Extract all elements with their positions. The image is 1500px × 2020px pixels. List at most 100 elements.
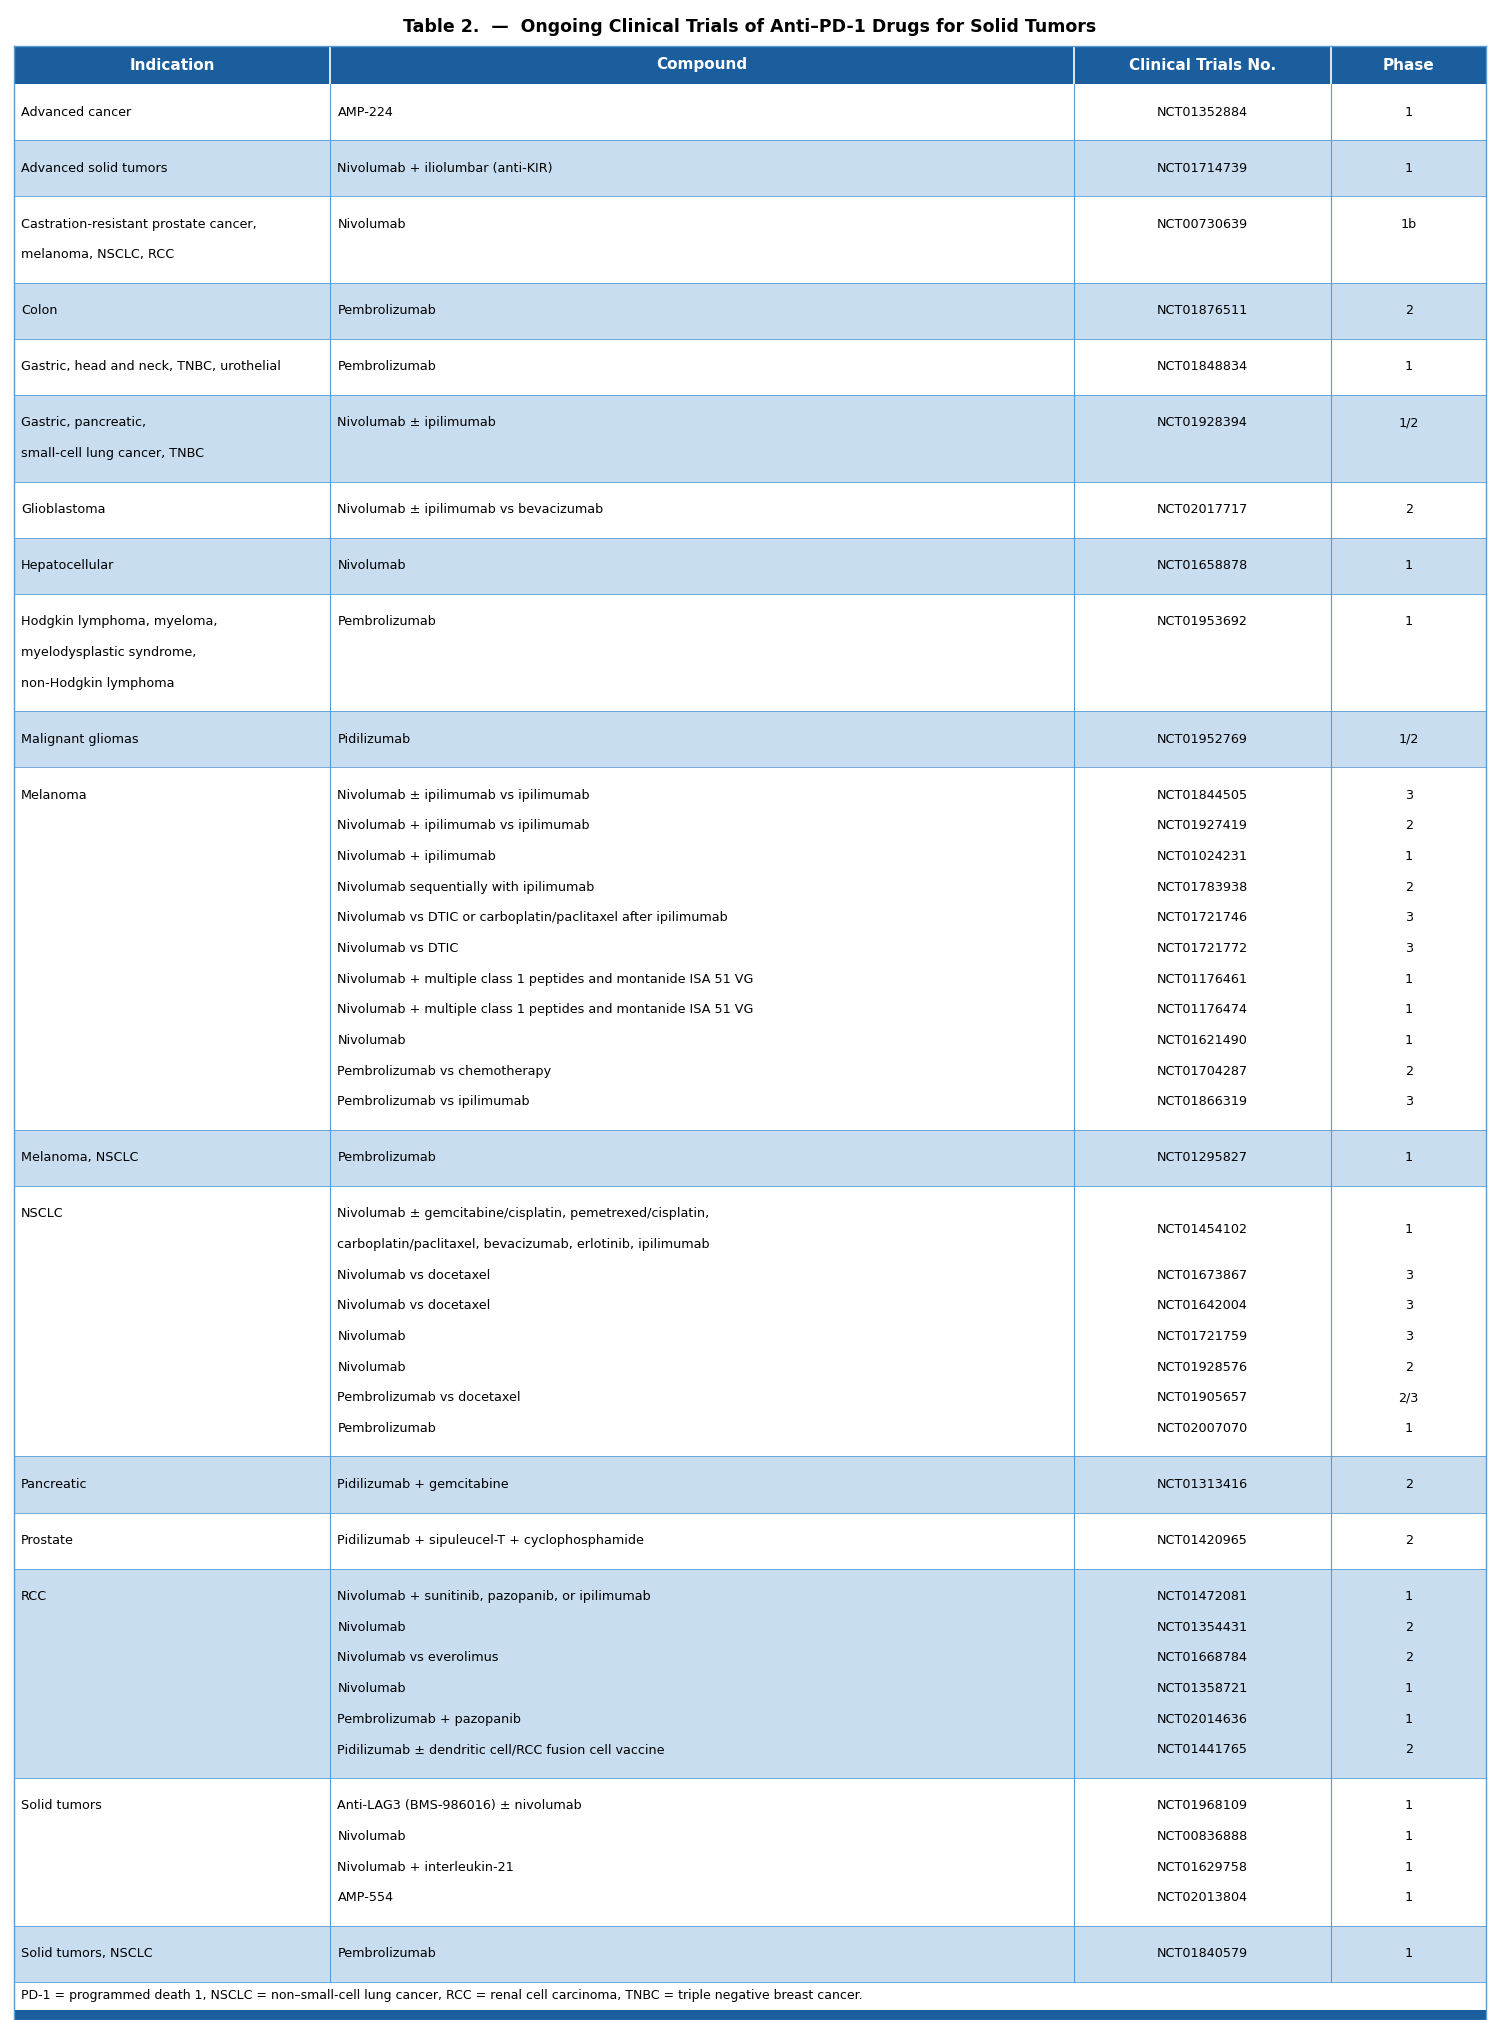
Text: Nivolumab: Nivolumab bbox=[338, 218, 406, 230]
Bar bbox=[13, 283, 1486, 339]
Text: NCT00730639: NCT00730639 bbox=[1156, 218, 1248, 230]
Text: Nivolumab + multiple class 1 peptides and montanide ISA 51 VG: Nivolumab + multiple class 1 peptides an… bbox=[338, 972, 754, 986]
Text: NCT01352884: NCT01352884 bbox=[1156, 105, 1248, 119]
Text: 1: 1 bbox=[1404, 1590, 1413, 1604]
Bar bbox=[13, 537, 1486, 594]
Text: Nivolumab + interleukin-21: Nivolumab + interleukin-21 bbox=[338, 1860, 514, 1875]
Text: NCT01848834: NCT01848834 bbox=[1156, 360, 1248, 374]
Text: NCT01844505: NCT01844505 bbox=[1156, 788, 1248, 802]
Text: 1: 1 bbox=[1404, 1860, 1413, 1875]
Text: RCC: RCC bbox=[21, 1590, 48, 1604]
Text: Pancreatic: Pancreatic bbox=[21, 1479, 87, 1491]
Text: Prostate: Prostate bbox=[21, 1533, 74, 1547]
Bar bbox=[13, 711, 1486, 768]
Text: 2: 2 bbox=[1404, 1065, 1413, 1077]
Bar bbox=[13, 139, 1486, 196]
Text: NCT01704287: NCT01704287 bbox=[1156, 1065, 1248, 1077]
Text: NCT01905657: NCT01905657 bbox=[1156, 1392, 1248, 1404]
Text: Glioblastoma: Glioblastoma bbox=[21, 503, 105, 515]
Text: 3: 3 bbox=[1404, 911, 1413, 925]
Text: NCT01928394: NCT01928394 bbox=[1156, 416, 1248, 430]
Text: 1/2: 1/2 bbox=[1398, 733, 1419, 745]
Text: NCT01866319: NCT01866319 bbox=[1156, 1095, 1248, 1109]
Bar bbox=[13, 196, 1486, 283]
Text: Nivolumab ± gemcitabine/cisplatin, pemetrexed/cisplatin,: Nivolumab ± gemcitabine/cisplatin, pemet… bbox=[338, 1208, 710, 1220]
Text: 2: 2 bbox=[1404, 1620, 1413, 1634]
Text: non-Hodgkin lymphoma: non-Hodgkin lymphoma bbox=[21, 677, 174, 689]
Text: 3: 3 bbox=[1404, 1095, 1413, 1109]
Text: Nivolumab vs docetaxel: Nivolumab vs docetaxel bbox=[338, 1269, 490, 1281]
Text: Gastric, pancreatic,: Gastric, pancreatic, bbox=[21, 416, 146, 430]
Text: Pidilizumab + gemcitabine: Pidilizumab + gemcitabine bbox=[338, 1479, 508, 1491]
Text: NCT01358721: NCT01358721 bbox=[1156, 1683, 1248, 1695]
Text: AMP-554: AMP-554 bbox=[338, 1891, 393, 1905]
Bar bbox=[13, 1513, 1486, 1570]
Text: small-cell lung cancer, TNBC: small-cell lung cancer, TNBC bbox=[21, 446, 204, 461]
Text: 3: 3 bbox=[1404, 1299, 1413, 1313]
Text: 1: 1 bbox=[1404, 1830, 1413, 1842]
Text: 1: 1 bbox=[1404, 1151, 1413, 1164]
Text: Nivolumab: Nivolumab bbox=[338, 560, 406, 572]
Text: Melanoma: Melanoma bbox=[21, 788, 87, 802]
Bar bbox=[13, 768, 1486, 1129]
Text: Nivolumab: Nivolumab bbox=[338, 1830, 406, 1842]
Text: melanoma, NSCLC, RCC: melanoma, NSCLC, RCC bbox=[21, 248, 174, 261]
Text: NCT01721772: NCT01721772 bbox=[1156, 941, 1248, 955]
Text: Pidilizumab + sipuleucel-T + cyclophosphamide: Pidilizumab + sipuleucel-T + cyclophosph… bbox=[338, 1533, 645, 1547]
Text: 1: 1 bbox=[1404, 560, 1413, 572]
Text: NCT01840579: NCT01840579 bbox=[1156, 1947, 1248, 1961]
Text: 2/3: 2/3 bbox=[1398, 1392, 1419, 1404]
Text: Nivolumab + sunitinib, pazopanib, or ipilimumab: Nivolumab + sunitinib, pazopanib, or ipi… bbox=[338, 1590, 651, 1604]
Text: NCT01313416: NCT01313416 bbox=[1156, 1479, 1248, 1491]
Text: NCT01441765: NCT01441765 bbox=[1156, 1743, 1248, 1757]
Text: 2: 2 bbox=[1404, 1743, 1413, 1757]
Text: 2: 2 bbox=[1404, 503, 1413, 515]
Text: Colon: Colon bbox=[21, 305, 57, 317]
Text: NCT01454102: NCT01454102 bbox=[1156, 1222, 1248, 1236]
Text: NCT01876511: NCT01876511 bbox=[1156, 305, 1248, 317]
Text: NCT02014636: NCT02014636 bbox=[1156, 1713, 1248, 1725]
Bar bbox=[13, 85, 1486, 139]
Text: 1: 1 bbox=[1404, 1683, 1413, 1695]
Text: AMP-224: AMP-224 bbox=[338, 105, 393, 119]
Text: NCT01668784: NCT01668784 bbox=[1156, 1652, 1248, 1664]
Text: Table 2.  —  Ongoing Clinical Trials of Anti–PD-1 Drugs for Solid Tumors: Table 2. — Ongoing Clinical Trials of An… bbox=[404, 18, 1096, 36]
Text: NCT01176474: NCT01176474 bbox=[1156, 1004, 1248, 1016]
Text: Nivolumab ± ipilimumab vs ipilimumab: Nivolumab ± ipilimumab vs ipilimumab bbox=[338, 788, 590, 802]
Text: Pidilizumab: Pidilizumab bbox=[338, 733, 411, 745]
Text: 1: 1 bbox=[1404, 1034, 1413, 1046]
Text: Pembrolizumab vs docetaxel: Pembrolizumab vs docetaxel bbox=[338, 1392, 520, 1404]
Text: Anti-LAG3 (BMS-986016) ± nivolumab: Anti-LAG3 (BMS-986016) ± nivolumab bbox=[338, 1800, 582, 1812]
Text: 1: 1 bbox=[1404, 1222, 1413, 1236]
Text: 3: 3 bbox=[1404, 788, 1413, 802]
Text: NCT01354431: NCT01354431 bbox=[1156, 1620, 1248, 1634]
Text: Pembrolizumab: Pembrolizumab bbox=[338, 305, 436, 317]
Text: Hepatocellular: Hepatocellular bbox=[21, 560, 114, 572]
Text: Nivolumab + multiple class 1 peptides and montanide ISA 51 VG: Nivolumab + multiple class 1 peptides an… bbox=[338, 1004, 754, 1016]
Text: 1b: 1b bbox=[1401, 218, 1417, 230]
Bar bbox=[13, 1570, 1486, 1778]
Text: NCT01721746: NCT01721746 bbox=[1156, 911, 1248, 925]
Text: Malignant gliomas: Malignant gliomas bbox=[21, 733, 138, 745]
Text: Pembrolizumab: Pembrolizumab bbox=[338, 1422, 436, 1434]
Text: 1/2: 1/2 bbox=[1398, 416, 1419, 430]
Text: Castration-resistant prostate cancer,: Castration-resistant prostate cancer, bbox=[21, 218, 256, 230]
Text: carboplatin/paclitaxel, bevacizumab, erlotinib, ipilimumab: carboplatin/paclitaxel, bevacizumab, erl… bbox=[338, 1238, 710, 1250]
Text: NCT02007070: NCT02007070 bbox=[1156, 1422, 1248, 1434]
Text: NCT01714739: NCT01714739 bbox=[1156, 162, 1248, 174]
Text: NCT01420965: NCT01420965 bbox=[1156, 1533, 1248, 1547]
Bar bbox=[13, 1925, 1486, 1982]
Text: NCT01928576: NCT01928576 bbox=[1156, 1361, 1248, 1374]
Text: NCT01642004: NCT01642004 bbox=[1156, 1299, 1248, 1313]
Bar bbox=[13, 2010, 1486, 2020]
Text: 2: 2 bbox=[1404, 820, 1413, 832]
Text: Pembrolizumab: Pembrolizumab bbox=[338, 1151, 436, 1164]
Bar bbox=[13, 46, 1486, 85]
Text: 1: 1 bbox=[1404, 1713, 1413, 1725]
Text: myelodysplastic syndrome,: myelodysplastic syndrome, bbox=[21, 646, 196, 659]
Text: Nivolumab: Nivolumab bbox=[338, 1329, 406, 1343]
Text: PD-1 = programmed death 1, NSCLC = non–small-cell lung cancer, RCC = renal cell : PD-1 = programmed death 1, NSCLC = non–s… bbox=[21, 1990, 862, 2002]
Text: Pembrolizumab vs ipilimumab: Pembrolizumab vs ipilimumab bbox=[338, 1095, 530, 1109]
Text: Melanoma, NSCLC: Melanoma, NSCLC bbox=[21, 1151, 138, 1164]
Text: Gastric, head and neck, TNBC, urothelial: Gastric, head and neck, TNBC, urothelial bbox=[21, 360, 280, 374]
